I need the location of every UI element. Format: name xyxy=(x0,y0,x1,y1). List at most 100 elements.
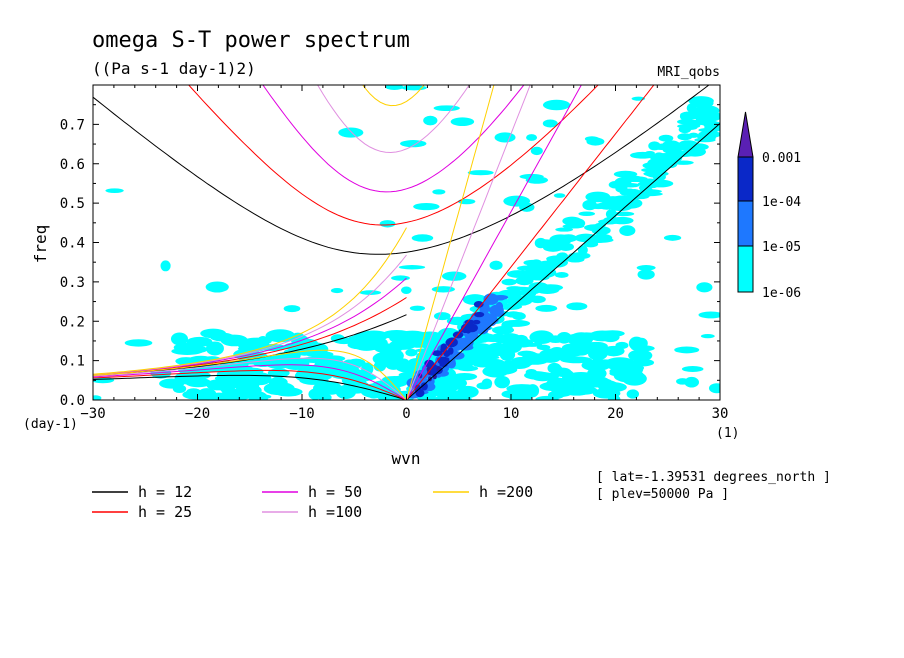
spectrum-blob xyxy=(443,350,451,358)
x-unit-label: (1) xyxy=(716,426,739,441)
spectrum-blob xyxy=(681,366,704,372)
y-tick-label: 0.0 xyxy=(60,393,85,409)
spectrum-blob xyxy=(401,286,412,294)
colorbar-segment xyxy=(737,200,754,247)
legend-label: h = 25 xyxy=(138,503,192,521)
spectrum-blob xyxy=(560,356,593,364)
spectrum-blob xyxy=(637,191,663,197)
kelvin-curve xyxy=(406,85,582,400)
spectrum-blob xyxy=(547,362,562,374)
spectrum-blob xyxy=(473,301,484,308)
colorbar-extend xyxy=(737,111,754,158)
spectrum-blob xyxy=(391,275,410,281)
spectrum-blob xyxy=(637,269,655,280)
annotation-lat: [ lat=-1.39531 degrees_north ] xyxy=(596,470,831,485)
colorbar-label: 0.001 xyxy=(762,151,801,166)
spectrum-blob xyxy=(220,334,248,347)
spectrum-blob xyxy=(449,352,456,362)
spectrum-blob xyxy=(696,282,713,293)
y-tick-label: 0.3 xyxy=(60,275,85,291)
spectrum-blob xyxy=(379,220,396,228)
spectrum-blob xyxy=(583,240,599,248)
spectrum-blob xyxy=(566,256,585,263)
spectrum-blob xyxy=(432,189,446,195)
spectrum-blob xyxy=(528,282,549,292)
spectrum-blob xyxy=(409,305,426,311)
spectrum-blob xyxy=(704,124,720,132)
kelvin-curve xyxy=(406,85,655,400)
legend-label: h =200 xyxy=(479,483,533,501)
spectrum-blob xyxy=(616,368,643,380)
y-axis-label: freq xyxy=(31,225,50,264)
spectrum-blob xyxy=(189,346,208,353)
annotation-plev: [ plev=50000 Pa ] xyxy=(596,487,729,502)
spectrum-blob xyxy=(255,352,268,361)
legend-label: h =100 xyxy=(308,503,362,521)
spectrum-blob xyxy=(346,334,375,346)
spectrum-blob xyxy=(603,216,619,225)
colorbar-segment xyxy=(737,245,754,293)
spectrum-blob xyxy=(677,140,700,152)
spectrum-blob xyxy=(372,351,398,366)
rossby-curve xyxy=(93,357,407,400)
spectrum-blob xyxy=(273,387,303,397)
spectrum-blob xyxy=(514,334,529,345)
spectrum-blob xyxy=(491,333,506,341)
legend-label: h = 12 xyxy=(138,483,192,501)
spectrum-blob xyxy=(433,312,451,321)
spectrum-blob xyxy=(318,393,332,400)
spectrum-blob xyxy=(200,328,227,339)
spectrum-blob xyxy=(105,188,124,194)
spectrum-blob xyxy=(566,302,588,311)
spectrum-blob xyxy=(574,372,590,384)
spectrum-blob xyxy=(423,115,438,126)
y-tick-label: 0.6 xyxy=(60,157,85,173)
spectrum-blob xyxy=(413,202,440,211)
spectrum-blob xyxy=(465,323,478,333)
spectrum-blob xyxy=(338,127,364,138)
chart-subtitle: ((Pa s-1 day-1)2) xyxy=(92,59,256,78)
spectrum-blob xyxy=(93,395,102,400)
spectrum-blob xyxy=(677,123,701,129)
spectrum-blob xyxy=(554,271,569,278)
spectrum-blob xyxy=(644,150,655,156)
spectrum-blob xyxy=(708,383,720,394)
spectrum-blob xyxy=(197,394,219,400)
spectrum-blob xyxy=(570,386,598,395)
spectrum-blob xyxy=(501,320,514,331)
spectrum-blob xyxy=(385,85,404,91)
spectrum-blob xyxy=(485,315,497,327)
spectrum-blob xyxy=(474,311,485,318)
spectrum-blob xyxy=(679,111,694,122)
spectrum-blob xyxy=(524,371,550,380)
x-tick-label: −10 xyxy=(289,406,314,422)
spectrum-blob xyxy=(613,170,638,178)
source-label: MRI_qobs xyxy=(657,65,720,80)
spectrum-blob xyxy=(442,271,467,281)
spectrum-blob xyxy=(553,193,566,198)
y-tick-label: 0.7 xyxy=(60,117,85,133)
spectrum-blob xyxy=(265,383,279,392)
spectrum-blob xyxy=(619,225,636,236)
x-tick-label: −30 xyxy=(80,406,105,422)
inertio-gravity-curve xyxy=(362,85,425,107)
spectrum-blob xyxy=(205,281,229,293)
spectrum-blob xyxy=(542,119,558,128)
spectrum-blob xyxy=(577,245,588,256)
spectrum-blob xyxy=(674,346,700,354)
spectrum-blob xyxy=(547,390,565,400)
spectrum-blob xyxy=(649,153,674,162)
rossby-curve xyxy=(93,374,407,400)
spectrum-blob xyxy=(511,286,532,291)
spectrum-blob xyxy=(587,204,610,210)
spectrum-blob xyxy=(420,382,428,391)
spectrum-blob xyxy=(691,99,714,108)
inertio-gravity-curve xyxy=(188,85,599,226)
x-tick-label: −20 xyxy=(185,406,210,422)
spectrum-blob xyxy=(677,118,698,125)
spectrum-blob xyxy=(220,380,241,389)
spectrum-blob xyxy=(494,132,516,143)
spectrum-blob xyxy=(578,211,596,217)
spectrum-blob xyxy=(492,294,509,300)
kelvin-curve xyxy=(406,123,720,400)
